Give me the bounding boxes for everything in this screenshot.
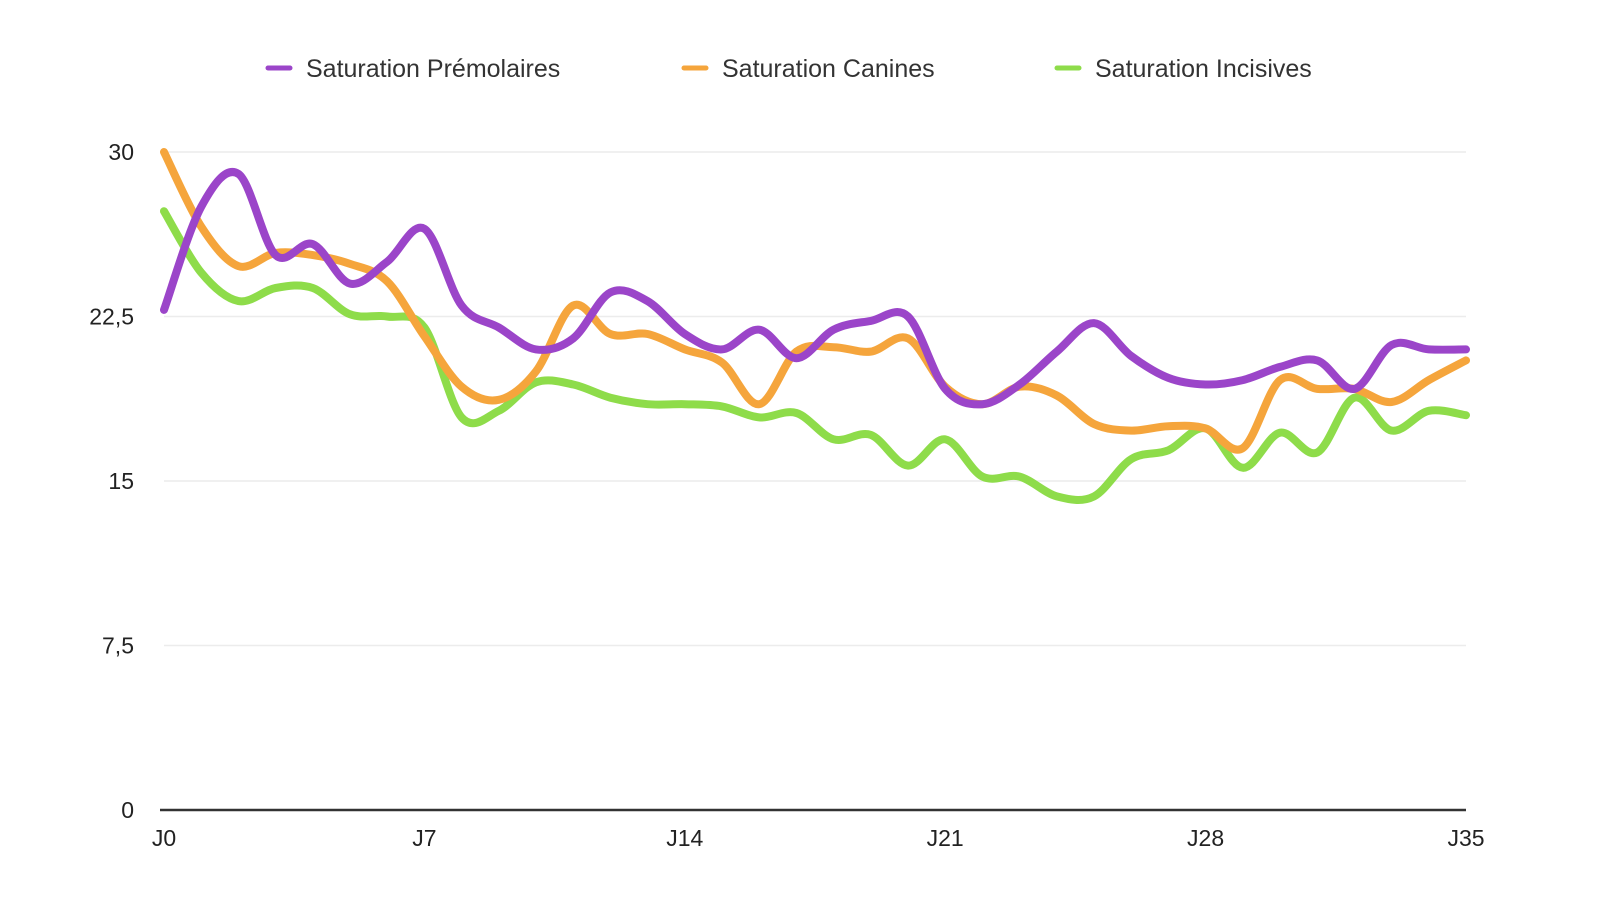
x-tick-label: J21 — [927, 825, 964, 851]
x-tick-label: J28 — [1187, 825, 1224, 851]
legend-label: Saturation Canines — [722, 55, 935, 83]
y-tick-label: 7,5 — [102, 633, 134, 659]
legend-item: Saturation Incisives — [1054, 55, 1312, 83]
series-lines — [160, 148, 1470, 504]
legend: Saturation Prémolaires Saturation Canines… — [265, 55, 1312, 83]
x-tick-label: J7 — [412, 825, 436, 851]
y-axis-tick-labels: 0 7,5 15 22,5 30 — [89, 139, 134, 823]
y-tick-label: 30 — [108, 139, 134, 165]
series-line-2 — [160, 148, 1470, 454]
legend-item: Saturation Prémolaires — [265, 55, 560, 83]
legend-label: Saturation Prémolaires — [306, 55, 560, 83]
x-tick-label: J0 — [152, 825, 176, 851]
x-tick-label: J14 — [666, 825, 703, 851]
x-axis-tick-labels: J0 J7 J14 J21 J28 J35 — [152, 825, 1485, 851]
y-tick-label: 22,5 — [89, 304, 134, 330]
legend-label: Saturation Incisives — [1095, 55, 1312, 83]
y-tick-label: 15 — [108, 468, 134, 494]
x-tick-label: J35 — [1447, 825, 1484, 851]
legend-item: Saturation Canines — [681, 55, 935, 83]
y-tick-label: 0 — [121, 797, 134, 823]
series-line-3 — [160, 207, 1470, 504]
series-line-1 — [160, 168, 1470, 409]
